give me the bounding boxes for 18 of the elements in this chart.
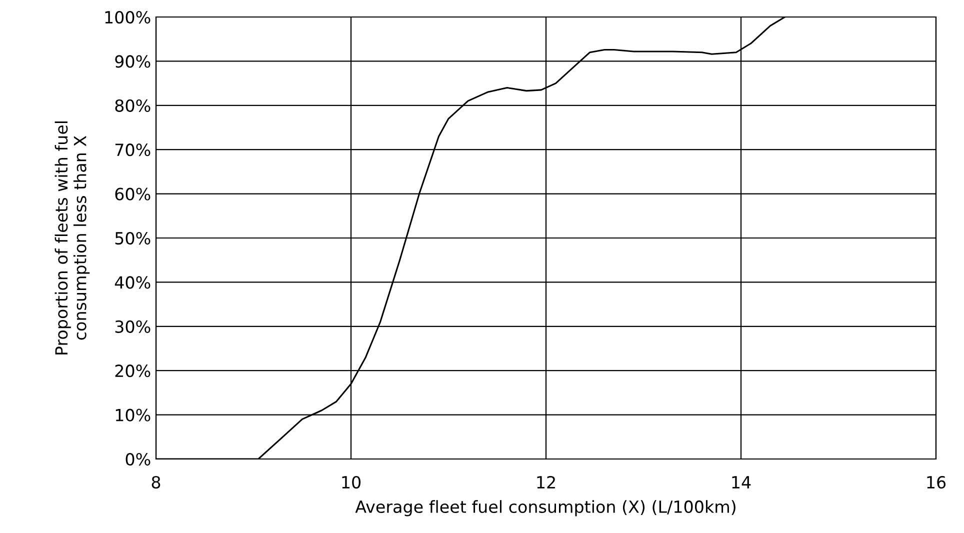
x-tick-label: 14 (732, 476, 751, 488)
y-axis-title: Proportion of fleets with fuel consumption less than X (54, 121, 90, 354)
y-tick-label: 70% (115, 144, 150, 156)
x-tick-label: 16 (927, 476, 946, 489)
y-tick-label: 30% (115, 320, 150, 333)
y-tick-label: 100% (105, 10, 150, 24)
y-tick-label: 80% (115, 99, 150, 112)
y-tick-label: 20% (115, 364, 150, 378)
y-tick-label: 0% (126, 452, 150, 466)
y-tick-label: 10% (116, 408, 150, 422)
x-tick-label: 10 (342, 476, 360, 489)
y-tick-label: 90% (115, 55, 150, 68)
x-axis-title: Average fleet fuel consumption (X) (L/100km) (355, 500, 736, 516)
x-tick-label: 12 (537, 476, 555, 488)
y-tick-label: 60% (115, 188, 150, 200)
y-tick-label: 50% (115, 232, 150, 245)
y-tick-label: 40% (114, 276, 150, 289)
x-tick-label: 8 (152, 476, 160, 489)
